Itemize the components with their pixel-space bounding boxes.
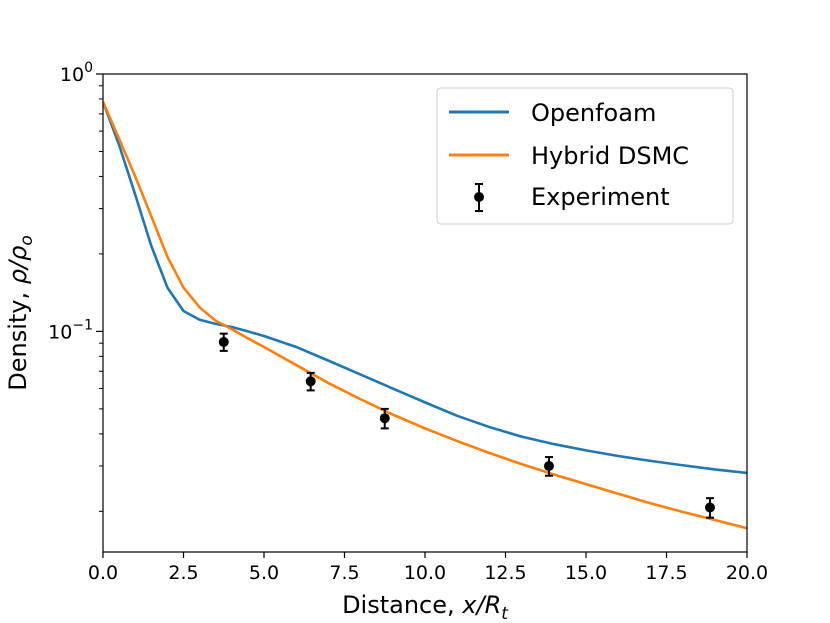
series-layer [103,101,747,530]
legend-box [436,87,734,225]
x-axis-label: Distance, x/Rt [342,591,509,623]
y-axis-label: Density, ρ/ρo [4,235,37,390]
x-tick-label-6: 15.0 [565,562,607,584]
y-tick-label-0: 100 [60,60,93,86]
series-line-hybrid-dsmc [103,101,747,530]
x-axis-ticks: 0.0 2.5 5.0 7.5 10.0 12.5 15.0 17.5 20.0 [88,552,768,584]
x-tick-label-2: 5.0 [249,562,279,584]
data-point-experiment-3 [543,456,554,477]
marker-layer [218,332,715,519]
x-tick-label-5: 12.5 [484,562,526,584]
legend-label-hybrid-dsmc: Hybrid DSMC [531,142,689,170]
series-line-openfoam [103,101,747,475]
legend-marker-experiment [474,183,484,212]
x-tick-label-7: 17.5 [645,562,687,584]
x-tick-label-3: 7.5 [329,562,359,584]
x-tick-label-0: 0.0 [88,562,118,584]
data-point-experiment-0 [218,332,229,352]
legend-label-experiment: Experiment [531,183,670,211]
x-tick-label-4: 10.0 [404,562,446,584]
legend-label-openfoam: Openfoam [531,99,656,127]
y-tick-label-1: 10−1 [48,317,93,343]
data-point-experiment-1 [305,371,316,392]
data-point-experiment-2 [379,407,390,430]
x-tick-label-8: 20.0 [726,562,768,584]
legend: Openfoam Hybrid DSMC Experiment [436,87,734,225]
y-axis-ticks: 100 10−1 [48,60,103,512]
data-point-experiment-4 [704,497,715,519]
x-tick-label-1: 2.5 [168,562,198,584]
